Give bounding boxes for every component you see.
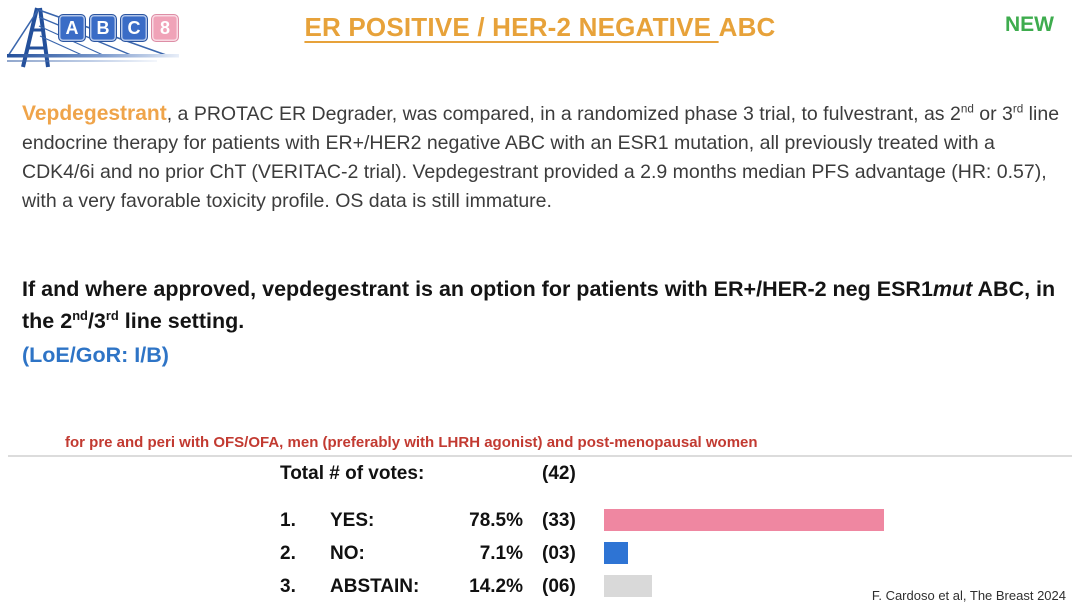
abc8-letters: A B C 8 [58,14,179,42]
esr1-mut-italic: mut [932,277,973,301]
vote-count: (33) [542,510,576,531]
vote-label: NO: [330,543,365,564]
recommendation-text-3: /3 [87,309,106,333]
vote-number: 3. [280,576,296,597]
recommendation-text-2: ABC, in the 2 [22,277,1056,333]
recommendation-text-4: line setting. [118,309,245,333]
abc8-logo: A B C 8 [6,4,181,70]
vote-count: (06) [542,576,576,597]
page-title-underlined: ER POSITIVE / HER-2 NEGATIVE [304,12,719,42]
citation: F. Cardoso et al, The Breast 2024 [871,588,1066,603]
votes-total-label: Total # of votes: [280,463,425,484]
vote-number: 2. [280,543,296,564]
vote-label: YES: [330,510,375,531]
vote-row-no: 2. NO: 7.1% (03) [0,542,1080,565]
vote-percent: 78.5% [469,510,523,531]
summary-text-1: , a PROTAC ER Degrader, was compared, in… [166,103,961,125]
new-badge: NEW [1005,13,1054,36]
vote-label: ABSTAIN: [330,576,420,597]
logo-number-8: 8 [151,14,179,42]
logo-letter-b: B [89,14,117,42]
vote-percent: 14.2% [469,576,523,597]
superscript-nd: nd [960,102,974,116]
vote-number: 1. [280,510,296,531]
vote-count: (03) [542,543,576,564]
summary-paragraph: Vepdegestrant, a PROTAC ER Degrader, was… [22,99,1064,216]
superscript-nd: nd [72,307,88,323]
page-title: ER POSITIVE / HER-2 NEGATIVE ABC [0,12,1080,43]
recommendation-text: If and where approved, vepdegestrant is … [22,273,1064,337]
votes-total-value: (42) [542,463,576,484]
page-title-rest: ABC [718,12,776,42]
vote-percent: 7.1% [479,543,523,564]
vote-row-abstain: 3. ABSTAIN: 14.2% (06) [0,575,1080,598]
vote-row-yes: 1. YES: 78.5% (33) [0,509,1080,532]
divider-line [8,455,1072,457]
superscript-rd: rd [1012,102,1024,116]
vote-bar-yes [604,509,884,531]
summary-text-2: or 3 [973,103,1013,125]
superscript-rd: rd [105,307,119,323]
summary-text-3: line endocrine therapy for patients with… [22,103,1060,212]
logo-letter-c: C [120,14,148,42]
population-note: for pre and peri with OFS/OFA, men (pref… [65,434,758,451]
logo-letter-a: A [58,14,86,42]
loe-gor-label: (LoE/GoR: I/B) [22,343,169,367]
vote-bar-no [604,542,628,564]
recommendation-statement: If and where approved, vepdegestrant is … [22,273,1064,371]
drug-name: Vepdegestrant [22,102,167,125]
recommendation-text-1: If and where approved, vepdegestrant is … [22,277,933,301]
vote-bar-abstain [604,575,652,597]
